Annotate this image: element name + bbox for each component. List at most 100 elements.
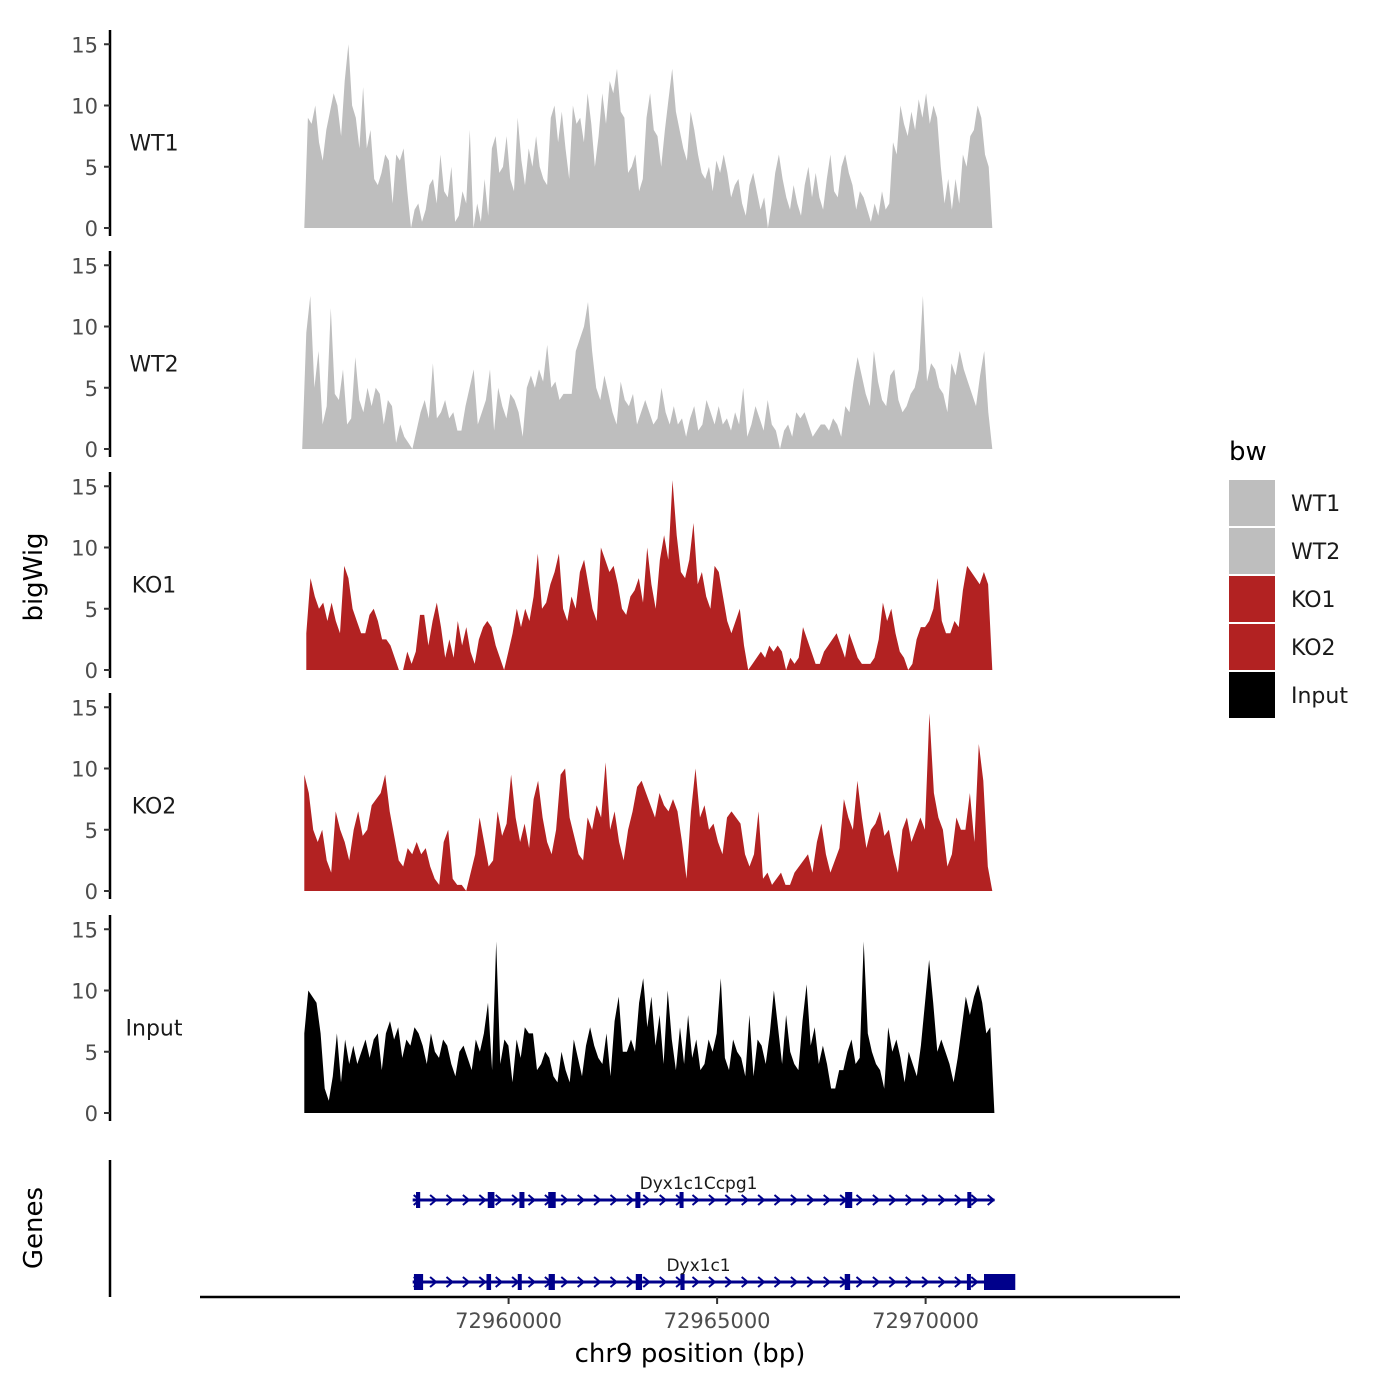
exon: [635, 1192, 641, 1208]
strand-arrow: [806, 1276, 815, 1288]
strand-arrow: [609, 1194, 619, 1206]
strand-arrow: [560, 1194, 569, 1206]
strand-arrow: [757, 1276, 766, 1288]
y-tick-label: 5: [85, 1041, 98, 1065]
exon: [845, 1192, 853, 1208]
exon: [967, 1192, 972, 1208]
legend-key-input: [1229, 672, 1275, 718]
legend-label: Input: [1291, 684, 1348, 709]
strand-arrow: [724, 1194, 733, 1206]
strand-arrow: [429, 1194, 438, 1206]
strand-arrow: [855, 1194, 865, 1206]
track-label: Input: [126, 1016, 183, 1041]
genes-axis-label: Genes: [19, 1187, 49, 1269]
strand-arrow: [954, 1194, 963, 1206]
strand-arrow: [741, 1276, 750, 1288]
strand-arrow: [511, 1194, 520, 1206]
track-wt1: 0 5 10 15 WT1: [71, 30, 993, 241]
strand-arrow: [905, 1194, 914, 1206]
transcript-dyx1c1ccpg1: Dyx1c1Ccpg1: [412, 1174, 996, 1208]
legend-key-wt1: [1229, 480, 1275, 526]
exon: [966, 1274, 971, 1290]
strand-arrow: [626, 1276, 635, 1288]
legend-key-wt2: [1229, 528, 1275, 574]
strand-arrow: [478, 1194, 487, 1206]
y-tick-label: 5: [85, 156, 98, 180]
area-wt1: [304, 44, 993, 228]
legend-label: WT1: [1291, 492, 1340, 517]
strand-arrow: [888, 1194, 897, 1206]
exon: [413, 1274, 424, 1290]
strand-arrow: [527, 1194, 537, 1206]
strand-arrow: [462, 1276, 471, 1288]
strand-arrow: [429, 1276, 438, 1288]
strand-arrow: [495, 1276, 504, 1288]
strand-arrow: [790, 1276, 799, 1288]
y-tick-label: 10: [71, 95, 98, 119]
strand-arrow: [495, 1194, 504, 1206]
y-tick-label: 10: [71, 758, 98, 782]
legend-label: KO2: [1291, 636, 1336, 661]
strand-arrow: [855, 1276, 865, 1288]
strand-arrow: [937, 1276, 947, 1288]
track-label: WT1: [129, 131, 178, 156]
strand-arrow: [921, 1194, 930, 1206]
strand-arrow: [659, 1276, 668, 1288]
strand-arrow: [872, 1194, 881, 1206]
legend: bw WT1 WT2 KO1 KO2 Input: [1229, 437, 1348, 718]
strand-arrow: [708, 1194, 717, 1206]
legend-label: KO1: [1291, 588, 1336, 613]
y-tick-label: 0: [85, 659, 98, 683]
strand-arrow: [806, 1194, 815, 1206]
strand-arrow: [921, 1276, 930, 1288]
y-tick-label: 10: [71, 537, 98, 561]
transcript-label: Dyx1c1Ccpg1: [640, 1174, 758, 1194]
area-ko1: [306, 480, 993, 670]
exon: [487, 1192, 495, 1208]
strand-arrow: [445, 1276, 455, 1288]
y-tick-label: 0: [85, 217, 98, 241]
legend-label: WT2: [1291, 540, 1340, 565]
strand-arrow: [937, 1194, 947, 1206]
exon: [984, 1274, 1016, 1290]
bigwig-tracks: 0 5 10 15 WT1 0 5 10 15 WT2 0 5 10 15 KO1 0 5 10 15 KO2 0 5 10…: [71, 30, 995, 1126]
y-tick-label: 15: [71, 475, 98, 499]
track-label: KO1: [132, 573, 177, 598]
strand-arrow: [773, 1276, 783, 1288]
exon: [486, 1274, 492, 1290]
strand-arrow: [823, 1276, 832, 1288]
y-tick-label: 15: [71, 254, 98, 278]
strand-arrow: [577, 1194, 586, 1206]
strand-arrow: [462, 1194, 471, 1206]
strand-arrow: [872, 1276, 881, 1288]
exon: [416, 1192, 421, 1208]
strand-arrow: [691, 1194, 701, 1206]
exon: [635, 1274, 643, 1290]
exon: [548, 1192, 556, 1208]
x-axis-label: chr9 position (bp): [575, 1339, 806, 1369]
transcript-label: Dyx1c1: [666, 1256, 730, 1276]
y-tick-label: 0: [85, 880, 98, 904]
strand-arrow: [954, 1276, 963, 1288]
strand-arrow: [626, 1194, 635, 1206]
y-axis-label: bigWig: [19, 532, 49, 621]
strand-arrow: [593, 1194, 602, 1206]
strand-arrow: [478, 1276, 487, 1288]
strand-arrow: [445, 1194, 455, 1206]
y-tick-label: 15: [71, 33, 98, 57]
strand-arrow: [708, 1276, 717, 1288]
y-tick-label: 15: [71, 918, 98, 942]
y-tick-label: 5: [85, 598, 98, 622]
x-tick-label: 72960000: [455, 1309, 562, 1333]
gene-track: 72960000 72965000 72970000 Dyx1c1Ccpg1 Dyx1c…: [108, 1160, 1180, 1333]
y-tick-label: 0: [85, 438, 98, 462]
area-wt2: [302, 295, 993, 449]
exon: [844, 1274, 851, 1290]
strand-arrow: [577, 1276, 586, 1288]
strand-arrow: [593, 1276, 602, 1288]
y-tick-label: 0: [85, 1102, 98, 1126]
strand-arrow: [642, 1276, 651, 1288]
strand-arrow: [823, 1194, 832, 1206]
x-tick-label: 72970000: [872, 1309, 979, 1333]
